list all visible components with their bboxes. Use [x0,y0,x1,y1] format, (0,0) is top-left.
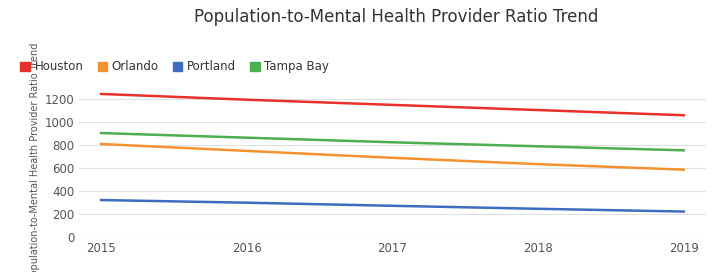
Line: Orlando: Orlando [101,144,684,170]
Portland [96,198,105,202]
Tampa Bay [680,149,688,152]
Orlando [96,142,105,146]
Houston [243,98,251,101]
Tampa Bay [534,145,542,148]
Houston [680,114,688,117]
Portland [388,204,397,208]
Orlando [388,156,397,159]
Line: Tampa Bay: Tampa Bay [101,133,684,150]
Line: Portland: Portland [101,200,684,212]
Tampa Bay [243,136,251,139]
Line: Houston: Houston [101,94,684,115]
Portland [534,207,542,211]
Legend: Houston, Orlando, Portland, Tampa Bay: Houston, Orlando, Portland, Tampa Bay [20,60,329,73]
Houston [96,92,105,95]
Text: Population-to-Mental Health Provider Ratio Trend: Population-to-Mental Health Provider Rat… [194,8,598,26]
Portland [243,201,251,204]
Orlando [680,168,688,171]
Houston [388,103,397,107]
Orlando [243,149,251,153]
Y-axis label: Population-to-Mental Health Provider Ratio Trend: Population-to-Mental Health Provider Rat… [30,43,40,272]
Tampa Bay [96,131,105,135]
Orlando [534,162,542,166]
Tampa Bay [388,141,397,144]
Portland [680,210,688,213]
Houston [534,109,542,112]
